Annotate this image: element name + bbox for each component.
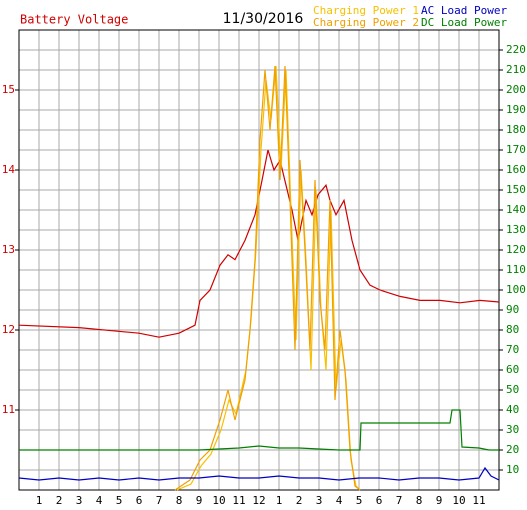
y2-tick-label: 10 [506, 463, 519, 476]
y-tick-label: 13 [2, 243, 15, 256]
x-tick-label: 4 [336, 494, 343, 507]
legend-battery: Battery Voltage [20, 13, 128, 27]
x-tick-label: 3 [316, 494, 323, 507]
x-tick-label: 5 [356, 494, 363, 507]
y2-tick-label: 60 [506, 363, 519, 376]
x-tick-label: 10 [452, 494, 465, 507]
x-tick-label: 2 [296, 494, 303, 507]
x-tick-label: 11 [232, 494, 245, 507]
series-line [18, 466, 500, 481]
x-tick-label: 1 [36, 494, 43, 507]
y2-tick-label: 210 [506, 63, 526, 76]
y2-tick-label: 20 [506, 443, 519, 456]
legend-dc-load: DC Load Power [421, 16, 507, 29]
x-tick-label: 12 [252, 494, 265, 507]
y2-tick-label: 140 [506, 203, 526, 216]
y2-tick-label: 130 [506, 223, 526, 236]
y2-tick-label: 160 [506, 163, 526, 176]
series-line [19, 409, 499, 451]
x-tick-label: 2 [56, 494, 63, 507]
y2-tick-label: 120 [506, 243, 526, 256]
y2-tick-label: 30 [506, 423, 519, 436]
y2-tick-label: 190 [506, 103, 526, 116]
x-tick-label: 10 [212, 494, 225, 507]
x-tick-label: 5 [116, 494, 123, 507]
y2-tick-label: 150 [506, 183, 526, 196]
y-tick-label: 14 [2, 163, 16, 176]
x-tick-label: 9 [436, 494, 443, 507]
y2-tick-label: 110 [506, 263, 526, 276]
plot-frame [18, 29, 500, 491]
x-tick-label: 3 [76, 494, 83, 507]
chart-title: 11/30/2016 [223, 11, 304, 27]
x-tick-label: 8 [176, 494, 183, 507]
y-tick-label: 15 [2, 83, 15, 96]
x-tick-label: 6 [136, 494, 143, 507]
y-tick-label: 12 [2, 323, 15, 336]
y2-tick-label: 220 [506, 43, 526, 56]
y2-tick-label: 80 [506, 323, 519, 336]
series-line [18, 149, 500, 338]
x-tick-label: 8 [416, 494, 423, 507]
x-tick-label: 7 [396, 494, 403, 507]
series-line [174, 65, 361, 491]
x-tick-label: 11 [472, 494, 485, 507]
y2-tick-label: 40 [506, 403, 519, 416]
y2-tick-label: 50 [506, 383, 519, 396]
y2-tick-label: 100 [506, 283, 526, 296]
y2-tick-label: 200 [506, 83, 526, 96]
legend-ac-load: AC Load Power [421, 4, 507, 17]
x-tick-label: 4 [96, 494, 103, 507]
legend-charging-1: Charging Power 1 [313, 4, 419, 17]
y2-tick-label: 170 [506, 143, 526, 156]
y2-tick-label: 70 [506, 343, 519, 356]
legend-charging-2: Charging Power 2 [313, 16, 419, 29]
y2-tick-label: 90 [506, 303, 519, 316]
x-tick-label: 1 [276, 494, 283, 507]
x-tick-label: 9 [196, 494, 203, 507]
x-tick-label: 6 [376, 494, 383, 507]
y2-tick-label: 180 [506, 123, 526, 136]
y-tick-label: 11 [2, 403, 15, 416]
x-tick-label: 7 [156, 494, 163, 507]
